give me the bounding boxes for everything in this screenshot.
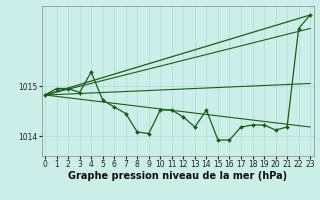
X-axis label: Graphe pression niveau de la mer (hPa): Graphe pression niveau de la mer (hPa) [68, 171, 287, 181]
